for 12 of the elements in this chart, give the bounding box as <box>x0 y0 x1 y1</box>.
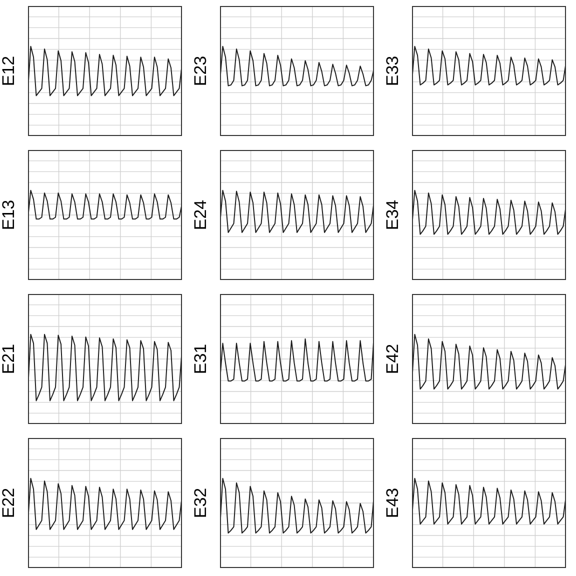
y-axis-title: E13 <box>0 200 18 230</box>
y-axis-title: E24 <box>191 200 210 230</box>
y-axis-title: E31 <box>191 344 210 374</box>
y-axis-title: E43 <box>383 488 402 518</box>
y-axis-title: E23 <box>191 56 210 86</box>
y-axis-title: E33 <box>383 56 402 86</box>
y-axis-title: E22 <box>0 488 18 518</box>
y-axis-title: E21 <box>0 344 18 374</box>
y-axis-title: E42 <box>383 344 402 374</box>
y-axis-title: E32 <box>191 488 210 518</box>
y-axis-title: E34 <box>383 200 402 230</box>
y-axis-title: E12 <box>0 56 18 86</box>
